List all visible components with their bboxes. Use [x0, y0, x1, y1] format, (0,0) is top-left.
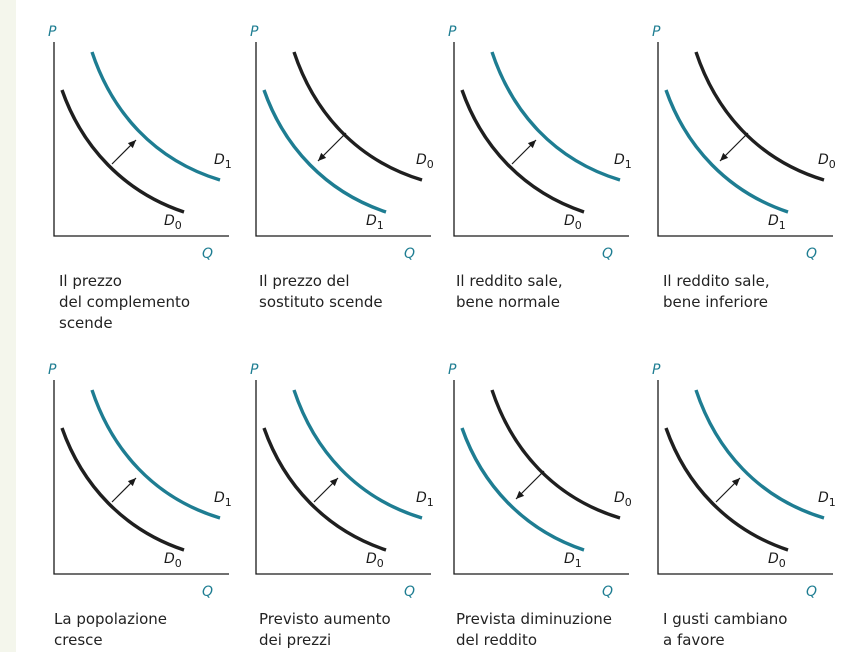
- caption-expected-income-decrease: Prevista diminuzione del reddito: [456, 610, 612, 649]
- x-axis-label: Q: [602, 246, 613, 262]
- demand-curve-d1: [90, 389, 221, 520]
- demand-curve-d0: [60, 89, 185, 214]
- demand-curve-d0: [292, 51, 423, 182]
- diagram-4: P Q D0 D1: [652, 24, 836, 262]
- caption-tastes-change: I gusti cambiano a favore: [663, 610, 788, 649]
- demand-curve-d1: [90, 51, 221, 182]
- curve-label-d1: D1: [416, 490, 434, 509]
- curve-label-d1: D1: [614, 152, 632, 171]
- diagram-1: P Q D0 D1: [48, 24, 232, 262]
- x-axis-label: Q: [404, 584, 415, 600]
- curve-label-d0: D0: [818, 152, 836, 171]
- y-axis-label: P: [48, 24, 57, 40]
- figure-panel: P Q D0 D1 P Q D0 D1 P Q D0 D1 P Q D0 D1 P Q D0 D1 P Q D0 D1 P Q D0…: [16, 0, 850, 652]
- curve-label-d1: D1: [366, 213, 384, 232]
- diagram-5: P Q D0 D1: [48, 362, 232, 600]
- caption-expected-price-increase: Previsto aumento dei prezzi: [259, 610, 391, 649]
- curve-label-d0: D0: [614, 490, 632, 509]
- shift-arrowhead: [731, 478, 740, 487]
- y-axis-label: P: [250, 362, 259, 378]
- diagram-3: P Q D0 D1: [448, 24, 632, 262]
- demand-curve-d0: [262, 427, 387, 552]
- demand-curve-d1: [460, 427, 585, 552]
- demand-curve-d1: [694, 389, 825, 520]
- y-axis-label: P: [448, 24, 457, 40]
- diagram-7: P Q D0 D1: [448, 362, 632, 600]
- axes: [657, 380, 833, 575]
- shift-arrowhead: [527, 140, 536, 149]
- x-axis-label: Q: [202, 246, 213, 262]
- demand-curve-d0: [490, 389, 621, 520]
- curve-label-d0: D0: [768, 551, 786, 570]
- axes: [53, 42, 229, 237]
- demand-curve-d0: [694, 51, 825, 182]
- caption-income-rises-inferior: Il reddito sale, bene inferiore: [663, 272, 770, 311]
- shift-arrowhead: [127, 478, 136, 487]
- shift-arrowhead: [516, 490, 525, 499]
- caption-substitute-price-falls: Il prezzo del sostituto scende: [259, 272, 383, 311]
- demand-curve-d1: [292, 389, 423, 520]
- curve-label-d0: D0: [164, 551, 182, 570]
- curve-label-d0: D0: [416, 152, 434, 171]
- axes: [453, 42, 629, 237]
- x-axis-label: Q: [806, 246, 817, 262]
- shift-arrowhead: [329, 478, 338, 487]
- demand-curve-d1: [262, 89, 387, 214]
- diagram-6: P Q D0 D1: [250, 362, 434, 600]
- demand-curve-d0: [664, 427, 789, 552]
- demand-shift-diagrams: P Q D0 D1 P Q D0 D1 P Q D0 D1 P Q D0 D1 P Q D0 D1 P Q D0 D1 P Q D0…: [48, 24, 836, 600]
- curve-label-d0: D0: [366, 551, 384, 570]
- curve-label-d1: D1: [214, 152, 232, 171]
- axes: [255, 42, 431, 237]
- axes: [53, 380, 229, 575]
- axes: [255, 380, 431, 575]
- curve-label-d1: D1: [768, 213, 786, 232]
- demand-curve-d0: [60, 427, 185, 552]
- x-axis-label: Q: [806, 584, 817, 600]
- y-axis-label: P: [652, 24, 661, 40]
- y-axis-label: P: [48, 362, 57, 378]
- y-axis-label: P: [448, 362, 457, 378]
- demand-curve-d1: [490, 51, 621, 182]
- axes: [657, 42, 833, 237]
- x-axis-label: Q: [602, 584, 613, 600]
- caption-complement-price-falls: Il prezzo del complemento scende: [59, 272, 191, 332]
- demand-curve-d1: [664, 89, 789, 214]
- y-axis-label: P: [652, 362, 661, 378]
- diagram-2: P Q D0 D1: [250, 24, 434, 262]
- diagram-8: P Q D0 D1: [652, 362, 836, 600]
- curve-label-d1: D1: [214, 490, 232, 509]
- curve-label-d0: D0: [164, 213, 182, 232]
- demand-curve-d0: [460, 89, 585, 214]
- axes: [453, 380, 629, 575]
- curve-label-d0: D0: [564, 213, 582, 232]
- curve-label-d1: D1: [818, 490, 836, 509]
- curve-label-d1: D1: [564, 551, 582, 570]
- x-axis-label: Q: [202, 584, 213, 600]
- y-axis-label: P: [250, 24, 259, 40]
- caption-population-grows: La popolazione cresce: [54, 610, 168, 649]
- caption-income-rises-normal: Il reddito sale, bene normale: [456, 272, 563, 311]
- shift-arrowhead: [720, 152, 729, 161]
- x-axis-label: Q: [404, 246, 415, 262]
- shift-arrowhead: [318, 152, 327, 161]
- shift-arrowhead: [127, 140, 136, 149]
